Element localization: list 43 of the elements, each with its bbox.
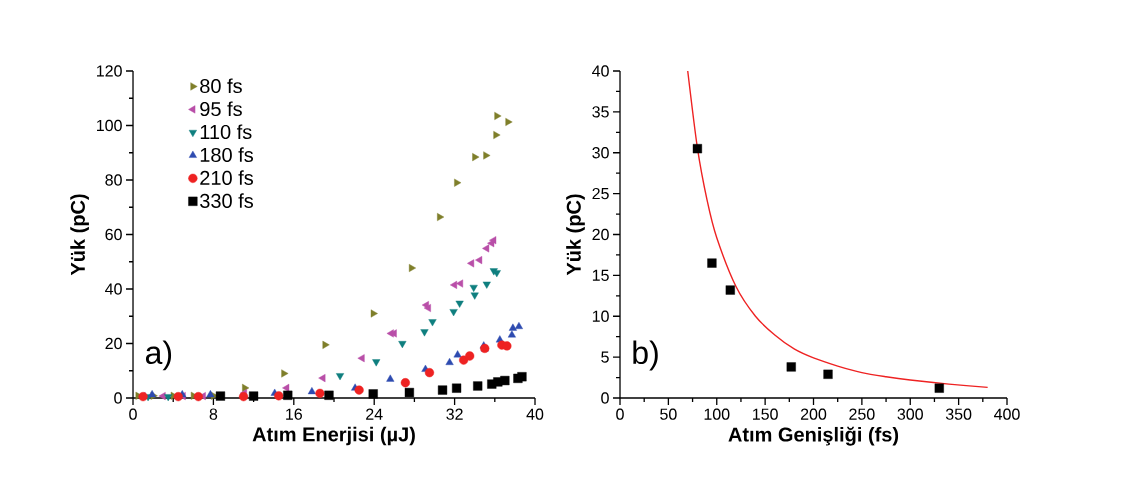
x-tick-label: 0 [616, 408, 624, 420]
x-tick-label: 100 [704, 408, 730, 420]
legend-label: 95 fs [200, 101, 242, 117]
y-tick-label: 30 [592, 147, 609, 159]
legend-label: 330 fs [200, 193, 253, 208]
x-tick-label: 32 [446, 408, 463, 420]
x-tick-label: 16 [286, 408, 302, 420]
y-tick-label: 100 [97, 119, 122, 132]
y-tick-label: 5 [601, 351, 609, 363]
y-axis-title: Yük (pC) [566, 194, 585, 276]
x-tick-label: 350 [945, 408, 972, 420]
legend-label: 80 fs [200, 78, 242, 94]
x-tick-label: 400 [994, 408, 1020, 420]
y-tick-label: 10 [592, 310, 609, 322]
y-axis-title: Yük (pC) [70, 194, 89, 276]
legend-label: 110 fs [200, 124, 252, 140]
y-tick-label: 25 [592, 187, 609, 200]
x-axis-title: Atım Genişliği (fs) [728, 426, 899, 446]
legend-label: 180 fs [200, 147, 253, 163]
legend-label: 210 fs [200, 170, 253, 186]
x-tick-label: 24 [366, 408, 383, 420]
x-tick-label: 150 [753, 408, 778, 420]
y-tick-label: 15 [592, 269, 609, 281]
x-tick-label: 8 [209, 408, 218, 420]
y-tick-label: 20 [105, 337, 122, 350]
annotation: a) [145, 340, 172, 371]
x-tick-label: 0 [129, 408, 137, 420]
y-tick-label: 40 [592, 65, 609, 77]
y-tick-label: 0 [114, 392, 122, 404]
x-axis-title: Atım Enerjisi (µJ) [252, 426, 415, 446]
x-tick-label: 50 [660, 408, 677, 420]
annotation: b) [633, 340, 658, 371]
y-tick-label: 40 [105, 283, 122, 295]
y-tick-label: 60 [105, 228, 122, 241]
x-tick-label: 300 [897, 408, 923, 420]
x-tick-label: 200 [800, 408, 827, 420]
x-tick-label: 40 [526, 408, 544, 420]
y-tick-label: 120 [97, 65, 122, 77]
y-tick-label: 0 [601, 392, 609, 404]
y-tick-label: 35 [592, 106, 609, 118]
x-tick-label: 250 [849, 408, 875, 420]
y-tick-label: 80 [105, 174, 122, 186]
y-tick-label: 20 [592, 228, 609, 241]
